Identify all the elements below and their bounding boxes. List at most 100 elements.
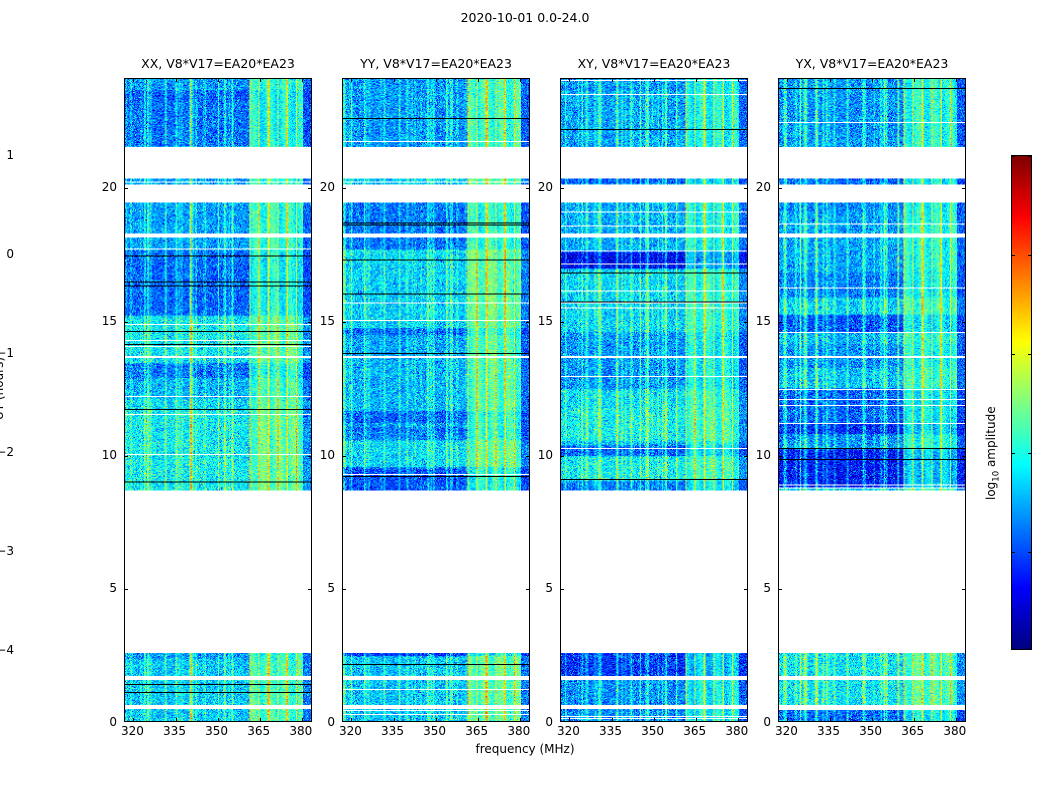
- x-tick-label: 335: [381, 724, 404, 738]
- y-tick-label: 15: [101, 313, 117, 328]
- y-tick-label: 5: [763, 581, 771, 596]
- axes-xy[interactable]: [560, 78, 748, 722]
- heatmap-image-yx: [779, 79, 965, 721]
- x-tick: [695, 718, 697, 721]
- x-tick: [301, 718, 303, 721]
- x-tick-label: 320: [120, 724, 144, 738]
- x-tick-label: 350: [641, 724, 665, 738]
- colorbar-tick-label: 0: [6, 247, 14, 261]
- y-tick: [125, 321, 128, 323]
- y-tick: [343, 188, 346, 190]
- y-tick: [744, 321, 747, 323]
- panel-yx: YX, V8*V17=EA20*EA23 320 335 350 365 380 0 5 10…: [756, 56, 967, 738]
- y-tick-label: 0: [109, 715, 117, 729]
- colorbar-tick: [1028, 354, 1031, 355]
- x-tick-label: 320: [774, 724, 798, 738]
- y-tick-label: 20: [537, 180, 553, 195]
- y-tick-label: 0: [763, 715, 771, 729]
- x-tick: [913, 718, 915, 721]
- colorbar-label-prefix: log: [984, 481, 998, 500]
- x-tick-label: 320: [556, 724, 580, 738]
- y-tick: [526, 321, 529, 323]
- x-tick: [133, 718, 135, 721]
- y-tick: [779, 589, 782, 591]
- x-tick: [653, 718, 655, 721]
- x-tick: [737, 718, 739, 721]
- panel-title-xy: XY, V8*V17=EA20*EA23: [577, 56, 731, 71]
- y-tick: [779, 455, 782, 457]
- y-tick: [561, 321, 564, 323]
- x-tick: [435, 718, 437, 721]
- x-tick-label: 380: [943, 724, 967, 738]
- panel-title-xx: XX, V8*V17=EA20*EA23: [141, 56, 295, 71]
- x-tick-label: 335: [599, 724, 622, 738]
- x-tick-label: 380: [507, 724, 531, 738]
- x-tick: [259, 718, 261, 721]
- x-tick-label: 365: [465, 724, 489, 738]
- y-tick-label: 15: [755, 313, 771, 328]
- y-tick: [125, 455, 128, 457]
- x-tick: [787, 718, 789, 721]
- axes-yx[interactable]: [778, 78, 966, 722]
- x-tick-label: 335: [163, 724, 186, 738]
- heatmap-image-xy: [561, 79, 747, 721]
- colorbar-tick-label: −1: [0, 346, 14, 360]
- x-tick: [569, 79, 571, 82]
- x-tick: [259, 79, 261, 82]
- colorbar-tick: [1028, 552, 1031, 553]
- x-tick-label: 335: [817, 724, 840, 738]
- colorbar-label-suffix: amplitude: [984, 406, 998, 471]
- y-tick: [744, 455, 747, 457]
- x-tick: [477, 79, 479, 82]
- y-tick: [343, 589, 346, 591]
- x-tick: [175, 79, 177, 82]
- colorbar-tick-label: −2: [0, 445, 14, 459]
- x-tick: [955, 79, 957, 82]
- colorbar-tick-label: −3: [0, 544, 14, 558]
- y-tick-label: 20: [101, 180, 117, 195]
- y-tick-label: 10: [537, 447, 553, 462]
- y-tick-label: 10: [319, 447, 335, 462]
- y-tick-label: 20: [319, 180, 335, 195]
- y-tick: [526, 589, 529, 591]
- x-tick-label: 365: [247, 724, 271, 738]
- colorbar-tick-label: 1: [6, 148, 14, 162]
- x-tick: [913, 79, 915, 82]
- y-tick-label: 5: [545, 581, 553, 596]
- x-tick: [217, 79, 219, 82]
- figure-suptitle: 2020-10-01 0.0-24.0: [460, 10, 590, 25]
- y-tick: [308, 188, 311, 190]
- y-tick: [308, 589, 311, 591]
- y-tick-label: 15: [319, 313, 335, 328]
- x-tick: [351, 718, 353, 721]
- axes-yy[interactable]: [342, 78, 530, 722]
- x-tick: [519, 718, 521, 721]
- y-tick-label: 5: [109, 581, 117, 596]
- x-tick-label: 350: [859, 724, 883, 738]
- colorbar-label-subscript: 10: [991, 470, 1002, 482]
- x-tick: [569, 718, 571, 721]
- x-tick: [393, 79, 395, 82]
- x-tick: [737, 79, 739, 82]
- x-tick-label: 380: [725, 724, 749, 738]
- x-tick: [653, 79, 655, 82]
- colorbar-tick: [1012, 552, 1015, 553]
- x-tick: [871, 718, 873, 721]
- y-tick: [962, 455, 965, 457]
- y-tick: [125, 589, 128, 591]
- y-tick: [308, 321, 311, 323]
- y-tick-label: 10: [101, 447, 117, 462]
- x-tick: [435, 79, 437, 82]
- colorbar-tick: [1028, 255, 1031, 256]
- y-tick-label: 20: [755, 180, 771, 195]
- panel-xx: XX, V8*V17=EA20*EA23 320 335 350 365 380 0 5 10…: [102, 56, 313, 738]
- x-tick-label: 365: [683, 724, 707, 738]
- y-tick-label: 5: [327, 581, 335, 596]
- x-tick: [175, 718, 177, 721]
- colorbar[interactable]: [1011, 155, 1032, 650]
- colorbar-tick: [1012, 354, 1015, 355]
- axes-xx[interactable]: [124, 78, 312, 722]
- x-tick: [787, 79, 789, 82]
- colorbar-label: log10 amplitude: [984, 406, 1001, 500]
- y-tick: [343, 321, 346, 323]
